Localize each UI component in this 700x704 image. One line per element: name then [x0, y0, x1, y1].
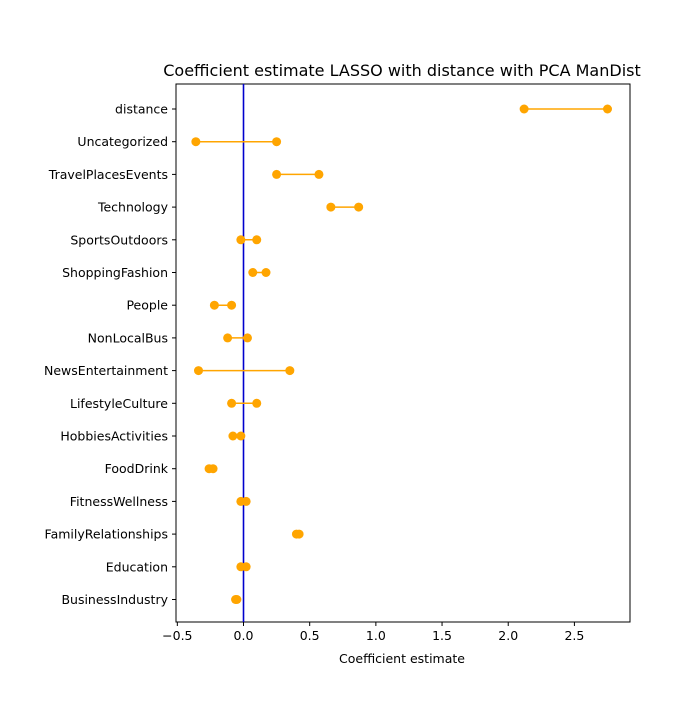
- interval-low-point: [236, 235, 246, 245]
- interval-Uncategorized: [191, 137, 282, 147]
- interval-low-point: [227, 398, 237, 408]
- plot-frame: [175, 83, 631, 623]
- interval-low-point: [248, 268, 258, 277]
- interval-NewsEntertainment: [194, 366, 295, 376]
- y-tick-label: Education: [106, 559, 168, 574]
- interval-NonLocalBus: [223, 333, 252, 343]
- y-tick-label: HobbiesActivities: [60, 429, 168, 444]
- interval-low-point: [326, 202, 336, 212]
- chart-title: Coefficient estimate LASSO with distance…: [163, 61, 641, 80]
- interval-low-point: [191, 137, 201, 147]
- interval-high-point: [314, 169, 324, 179]
- y-tick-label: TravelPlacesEvents: [48, 167, 168, 182]
- interval-high-point: [242, 333, 252, 343]
- interval-high-point: [285, 366, 295, 376]
- y-tick-label: SportsOutdoors: [70, 232, 168, 247]
- x-axis-ticks: −0.5 0.0 0.5 1.0 1.5 2.0 2.5: [162, 622, 584, 643]
- x-tick-label: 0.0: [234, 628, 254, 643]
- interval-FoodDrink: [204, 464, 218, 474]
- y-tick-label: FamilyRelationships: [45, 527, 168, 542]
- x-tick-label: 2.5: [564, 628, 584, 643]
- interval-SportsOutdoors: [236, 235, 262, 245]
- interval-LifestyleCulture: [227, 398, 262, 408]
- interval-high-point: [294, 529, 304, 539]
- x-tick-label: −0.5: [162, 628, 192, 643]
- interval-low-point: [209, 300, 219, 310]
- x-tick-label: 0.5: [300, 628, 320, 643]
- x-tick-label: 2.0: [498, 628, 518, 643]
- interval-low-point: [194, 366, 204, 376]
- interval-HobbiesActivities: [228, 431, 246, 441]
- y-tick-label: distance: [115, 102, 168, 117]
- interval-high-point: [232, 595, 242, 604]
- interval-high-point: [236, 431, 246, 441]
- interval-ShoppingFashion: [248, 268, 271, 277]
- interval-high-point: [272, 137, 282, 147]
- y-axis-ticks: distance Uncategorized TravelPlacesEvents T…: [44, 102, 176, 607]
- y-tick-label: FitnessWellness: [70, 494, 168, 509]
- y-tick-label: NewsEntertainment: [44, 363, 168, 378]
- interval-TravelPlacesEvents: [272, 169, 324, 179]
- interval-People: [209, 300, 237, 310]
- interval-high-point: [241, 562, 251, 572]
- interval-high-point: [261, 268, 271, 277]
- interval-high-point: [252, 398, 262, 408]
- y-tick-label: FoodDrink: [105, 461, 169, 476]
- x-tick-label: 1.0: [366, 628, 386, 643]
- y-tick-label: ShoppingFashion: [62, 265, 168, 280]
- interval-high-point: [252, 235, 262, 245]
- y-tick-label: Uncategorized: [77, 134, 168, 149]
- interval-BusinessIndustry: [231, 595, 242, 604]
- x-axis-label: Coefficient estimate: [339, 651, 465, 666]
- interval-low-point: [228, 431, 238, 441]
- interval-high-point: [354, 202, 364, 212]
- y-tick-label: Technology: [97, 200, 169, 215]
- interval-low-point: [272, 169, 282, 179]
- interval-low-point: [223, 333, 233, 343]
- interval-Education: [236, 562, 251, 572]
- interval-FamilyRelationships: [291, 529, 304, 539]
- y-tick-label: People: [126, 298, 168, 313]
- interval-FitnessWellness: [236, 496, 251, 506]
- intervals-layer: [191, 104, 612, 604]
- interval-high-point: [208, 464, 218, 474]
- interval-low-point: [519, 104, 529, 114]
- interval-high-point: [241, 496, 251, 506]
- interval-high-point: [602, 104, 612, 114]
- y-tick-label: NonLocalBus: [88, 330, 168, 345]
- y-tick-label: BusinessIndustry: [61, 592, 168, 607]
- interval-distance: [519, 104, 612, 114]
- interval-Technology: [326, 202, 364, 212]
- x-tick-label: 1.5: [432, 628, 452, 643]
- interval-high-point: [227, 300, 237, 310]
- y-tick-label: LifestyleCulture: [70, 396, 168, 411]
